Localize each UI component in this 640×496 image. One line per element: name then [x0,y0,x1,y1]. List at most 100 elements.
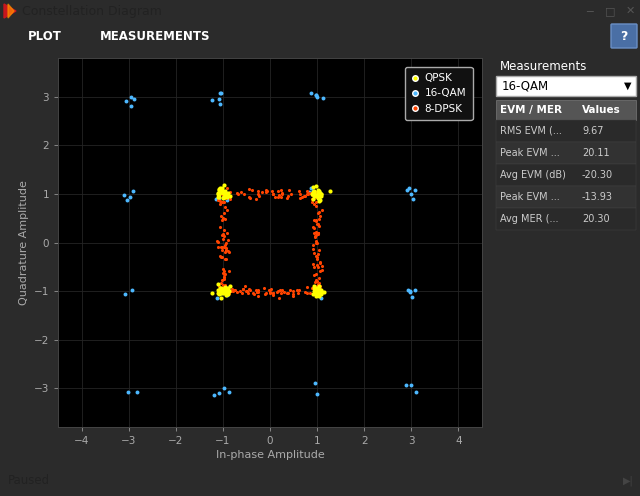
Point [253,286,263,294]
Point [216,247,227,254]
Point [223,290,233,298]
Point [314,192,324,200]
Text: Peak EVM ...: Peak EVM ... [500,148,560,158]
Point [216,289,226,297]
Point [311,290,321,298]
Point [311,292,321,300]
Point [230,286,240,294]
Point [311,229,321,237]
Point [225,282,235,290]
Point [223,284,234,292]
FancyBboxPatch shape [496,142,636,164]
Point [265,289,275,297]
Point [264,286,274,294]
Point [220,187,230,195]
Point [252,288,262,296]
Point [218,265,228,273]
Point [237,285,248,293]
Point [309,284,319,292]
Point [217,198,227,206]
Point [314,290,324,298]
Point [308,263,319,271]
Point [218,289,228,297]
Point [314,188,324,196]
FancyBboxPatch shape [496,164,636,186]
Point [221,229,232,237]
Point [314,289,324,297]
Point [401,381,412,389]
Point [218,268,228,276]
Text: 9.67: 9.67 [582,126,604,136]
Point [304,188,314,196]
Point [212,237,222,245]
Point [212,294,222,302]
Point [216,243,227,251]
Point [222,206,232,214]
Point [218,281,228,289]
Point [221,287,232,295]
Point [129,95,140,103]
Point [410,286,420,294]
Point [265,288,275,296]
Point [244,286,255,294]
Point [316,285,326,293]
FancyBboxPatch shape [611,24,637,48]
Point [216,294,227,302]
Point [214,284,225,292]
Point [268,289,278,297]
Point [268,292,278,300]
Point [219,270,229,278]
Point [253,190,264,198]
Point [214,95,224,103]
Point [207,96,217,104]
Point [313,192,323,200]
Point [309,200,319,208]
Point [315,212,325,220]
Point [220,191,230,199]
Point [312,288,323,296]
Point [222,193,232,201]
Point [310,190,320,198]
Polygon shape [4,4,16,18]
Point [314,192,324,200]
Point [313,220,323,228]
Point [314,189,324,197]
Point [405,85,415,93]
Point [313,263,323,271]
Point [213,238,223,246]
Point [213,244,223,251]
Point [222,185,232,192]
Point [311,191,321,199]
Point [221,285,231,293]
Text: ▶|: ▶| [623,476,634,486]
Point [406,381,416,389]
Point [235,287,245,295]
Point [216,188,226,196]
Text: □: □ [605,6,615,16]
Point [316,290,326,298]
Point [212,190,223,198]
Point [314,286,324,294]
Text: Paused: Paused [8,475,50,488]
Point [220,270,230,278]
Point [315,189,325,197]
Point [288,288,298,296]
Point [315,286,325,294]
Point [301,283,312,291]
Legend: QPSK, 16-QAM, 8-DPSK: QPSK, 16-QAM, 8-DPSK [405,67,472,120]
Point [310,233,320,241]
Point [297,193,307,201]
Point [309,188,319,196]
Point [316,286,326,294]
Point [218,235,228,243]
Point [315,196,325,204]
Point [219,275,229,283]
Point [214,287,224,295]
Point [300,288,310,296]
Point [314,187,324,195]
Point [308,223,318,231]
Point [223,247,233,255]
Point [214,291,224,299]
Point [125,102,136,110]
Point [220,202,230,210]
